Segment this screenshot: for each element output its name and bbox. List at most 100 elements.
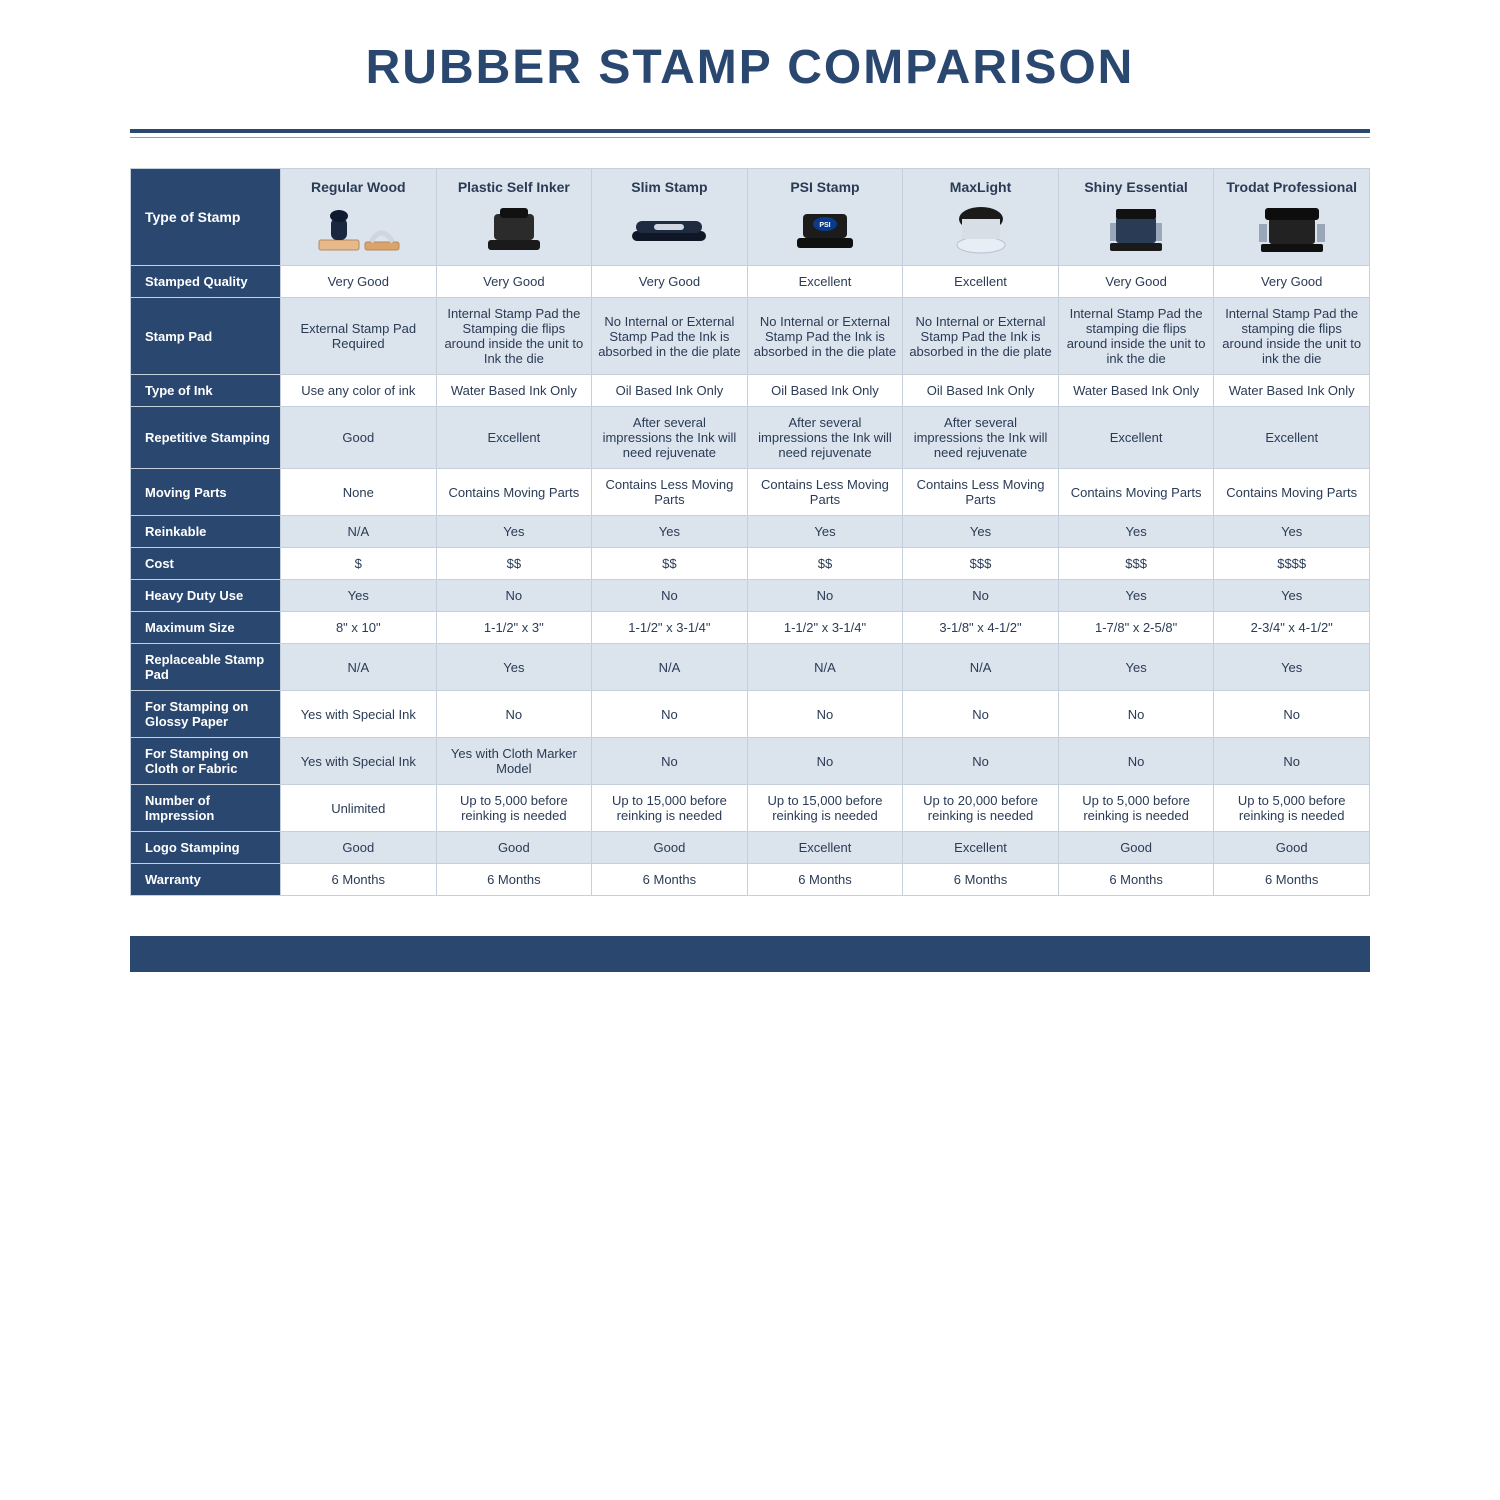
cell: Good [1058, 832, 1214, 864]
col-label: Shiny Essential [1084, 179, 1187, 195]
page-title: RUBBER STAMP COMPARISON [0, 40, 1500, 95]
cell: N/A [281, 644, 437, 691]
cell: After several impressions the Ink will n… [903, 407, 1059, 469]
cell: Oil Based Ink Only [747, 375, 903, 407]
cell: No Internal or External Stamp Pad the In… [903, 298, 1059, 375]
cell: No [903, 580, 1059, 612]
col-slim-stamp: Slim Stamp [592, 169, 748, 266]
row-label: Number of Impression [131, 785, 281, 832]
comparison-table: Type of Stamp Regular Wood Pla [130, 168, 1370, 896]
cell: Yes [1058, 580, 1214, 612]
cell: $ [281, 548, 437, 580]
stamp-icon-slim [596, 199, 743, 259]
col-label: PSI Stamp [790, 179, 859, 195]
col-plastic-self-inker: Plastic Self Inker [436, 169, 592, 266]
footer-band [130, 936, 1370, 972]
cell: 1-1/2" x 3-1/4" [592, 612, 748, 644]
cell: Contains Moving Parts [1058, 469, 1214, 516]
cell: No Internal or External Stamp Pad the In… [592, 298, 748, 375]
cell: No [436, 691, 592, 738]
row-label: Heavy Duty Use [131, 580, 281, 612]
cell: Yes with Special Ink [281, 738, 437, 785]
cell: 6 Months [592, 864, 748, 896]
table-row: Replaceable Stamp PadN/AYesN/AN/AN/AYesY… [131, 644, 1370, 691]
cell: No [903, 691, 1059, 738]
cell: 1-1/2" x 3-1/4" [747, 612, 903, 644]
cell: No [747, 691, 903, 738]
cell: Very Good [281, 266, 437, 298]
cell: Yes with Special Ink [281, 691, 437, 738]
cell: Yes [1058, 516, 1214, 548]
cell: No [747, 738, 903, 785]
cell: No [1214, 738, 1370, 785]
table-row: Moving PartsNoneContains Moving PartsCon… [131, 469, 1370, 516]
cell: Excellent [747, 832, 903, 864]
col-label: MaxLight [950, 179, 1011, 195]
rule-thick [130, 129, 1370, 133]
cell: $$ [436, 548, 592, 580]
cell: Contains Less Moving Parts [903, 469, 1059, 516]
cell: After several impressions the Ink will n… [747, 407, 903, 469]
stamp-icon-psi: PSI [752, 199, 899, 259]
row-label: Cost [131, 548, 281, 580]
cell: Yes [281, 580, 437, 612]
cell: Up to 5,000 before reinking is needed [436, 785, 592, 832]
cell: Use any color of ink [281, 375, 437, 407]
cell: Water Based Ink Only [1058, 375, 1214, 407]
cell: Yes [1058, 644, 1214, 691]
cell: Good [281, 832, 437, 864]
cell: Contains Moving Parts [436, 469, 592, 516]
rule-thin [130, 137, 1370, 138]
cell: Excellent [747, 266, 903, 298]
cell: Up to 5,000 before reinking is needed [1058, 785, 1214, 832]
col-label: Regular Wood [311, 179, 406, 195]
col-trodat-professional: Trodat Professional [1214, 169, 1370, 266]
stamp-icon-self-inker [441, 199, 588, 259]
cell: $$$ [903, 548, 1059, 580]
cell: No [436, 580, 592, 612]
cell: No [1214, 691, 1370, 738]
cell: Unlimited [281, 785, 437, 832]
table-row: Stamp PadExternal Stamp Pad RequiredInte… [131, 298, 1370, 375]
cell: Up to 5,000 before reinking is needed [1214, 785, 1370, 832]
row-label: Reinkable [131, 516, 281, 548]
cell: 6 Months [1214, 864, 1370, 896]
table-row: Type of InkUse any color of inkWater Bas… [131, 375, 1370, 407]
table-row: Number of ImpressionUnlimitedUp to 5,000… [131, 785, 1370, 832]
row-label: For Stamping on Cloth or Fabric [131, 738, 281, 785]
cell: $$$ [1058, 548, 1214, 580]
cell: None [281, 469, 437, 516]
row-label: Moving Parts [131, 469, 281, 516]
cell: 8" x 10" [281, 612, 437, 644]
cell: Oil Based Ink Only [903, 375, 1059, 407]
cell: External Stamp Pad Required [281, 298, 437, 375]
cell: Yes [436, 516, 592, 548]
cell: Yes [747, 516, 903, 548]
cell: $$ [592, 548, 748, 580]
cell: Good [436, 832, 592, 864]
cell: Excellent [1214, 407, 1370, 469]
table-row: Stamped QualityVery GoodVery GoodVery Go… [131, 266, 1370, 298]
cell: $$ [747, 548, 903, 580]
cell: N/A [592, 644, 748, 691]
row-label: Replaceable Stamp Pad [131, 644, 281, 691]
comparison-table-wrap: Type of Stamp Regular Wood Pla [0, 168, 1500, 936]
col-maxlight: MaxLight [903, 169, 1059, 266]
cell: Water Based Ink Only [436, 375, 592, 407]
cell: Oil Based Ink Only [592, 375, 748, 407]
table-row: Maximum Size8" x 10"1-1/2" x 3"1-1/2" x … [131, 612, 1370, 644]
cell: Good [281, 407, 437, 469]
row-label: Stamped Quality [131, 266, 281, 298]
table-row: Warranty6 Months6 Months6 Months6 Months… [131, 864, 1370, 896]
cell: 3-1/8" x 4-1/2" [903, 612, 1059, 644]
table-row: For Stamping on Glossy PaperYes with Spe… [131, 691, 1370, 738]
cell: Good [592, 832, 748, 864]
cell: No [1058, 691, 1214, 738]
cell: No [592, 691, 748, 738]
col-label: Trodat Professional [1226, 179, 1357, 195]
cell: Very Good [436, 266, 592, 298]
cell: Excellent [903, 832, 1059, 864]
cell: No [903, 738, 1059, 785]
cell: Very Good [1058, 266, 1214, 298]
cell: 6 Months [436, 864, 592, 896]
